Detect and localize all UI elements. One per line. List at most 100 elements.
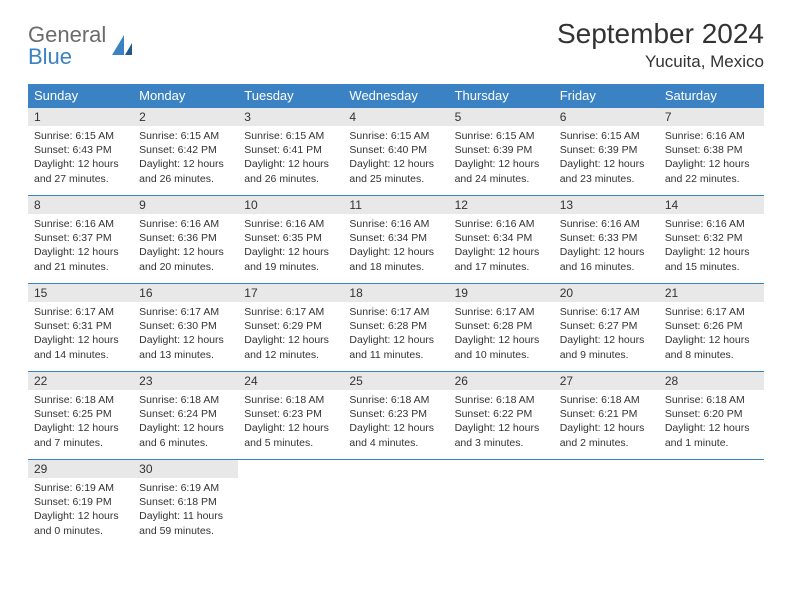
sunrise-line: Sunrise: 6:18 AM	[244, 393, 337, 407]
sunrise-line: Sunrise: 6:18 AM	[560, 393, 653, 407]
daylight-line: Daylight: 12 hours and 22 minutes.	[665, 157, 758, 185]
day-number: 1	[28, 108, 133, 126]
calendar-cell	[238, 460, 343, 548]
calendar-cell	[554, 460, 659, 548]
day-details: Sunrise: 6:17 AMSunset: 6:28 PMDaylight:…	[449, 302, 554, 366]
calendar-cell: 10Sunrise: 6:16 AMSunset: 6:35 PMDayligh…	[238, 196, 343, 284]
daylight-line: Daylight: 12 hours and 4 minutes.	[349, 421, 442, 449]
sunset-line: Sunset: 6:38 PM	[665, 143, 758, 157]
day-details: Sunrise: 6:16 AMSunset: 6:36 PMDaylight:…	[133, 214, 238, 278]
calendar-row: 29Sunrise: 6:19 AMSunset: 6:19 PMDayligh…	[28, 460, 764, 548]
sunset-line: Sunset: 6:18 PM	[139, 495, 232, 509]
calendar-cell: 24Sunrise: 6:18 AMSunset: 6:23 PMDayligh…	[238, 372, 343, 460]
day-details: Sunrise: 6:18 AMSunset: 6:23 PMDaylight:…	[238, 390, 343, 454]
day-number: 16	[133, 284, 238, 302]
daylight-line: Daylight: 12 hours and 11 minutes.	[349, 333, 442, 361]
daylight-line: Daylight: 12 hours and 21 minutes.	[34, 245, 127, 273]
sunrise-line: Sunrise: 6:15 AM	[349, 129, 442, 143]
day-number: 11	[343, 196, 448, 214]
calendar-row: 1Sunrise: 6:15 AMSunset: 6:43 PMDaylight…	[28, 108, 764, 196]
calendar-cell: 9Sunrise: 6:16 AMSunset: 6:36 PMDaylight…	[133, 196, 238, 284]
day-details: Sunrise: 6:18 AMSunset: 6:20 PMDaylight:…	[659, 390, 764, 454]
calendar-cell: 16Sunrise: 6:17 AMSunset: 6:30 PMDayligh…	[133, 284, 238, 372]
calendar-cell: 18Sunrise: 6:17 AMSunset: 6:28 PMDayligh…	[343, 284, 448, 372]
sunset-line: Sunset: 6:23 PM	[349, 407, 442, 421]
day-details: Sunrise: 6:16 AMSunset: 6:34 PMDaylight:…	[343, 214, 448, 278]
sunset-line: Sunset: 6:28 PM	[455, 319, 548, 333]
daylight-line: Daylight: 12 hours and 26 minutes.	[139, 157, 232, 185]
calendar-cell: 3Sunrise: 6:15 AMSunset: 6:41 PMDaylight…	[238, 108, 343, 196]
daylight-line: Daylight: 12 hours and 27 minutes.	[34, 157, 127, 185]
sunrise-line: Sunrise: 6:18 AM	[34, 393, 127, 407]
sunset-line: Sunset: 6:26 PM	[665, 319, 758, 333]
day-details: Sunrise: 6:18 AMSunset: 6:22 PMDaylight:…	[449, 390, 554, 454]
weekday-header: Tuesday	[238, 84, 343, 108]
sunrise-line: Sunrise: 6:15 AM	[455, 129, 548, 143]
daylight-line: Daylight: 12 hours and 13 minutes.	[139, 333, 232, 361]
daylight-line: Daylight: 12 hours and 26 minutes.	[244, 157, 337, 185]
calendar-cell: 2Sunrise: 6:15 AMSunset: 6:42 PMDaylight…	[133, 108, 238, 196]
sunset-line: Sunset: 6:40 PM	[349, 143, 442, 157]
sunset-line: Sunset: 6:25 PM	[34, 407, 127, 421]
sunrise-line: Sunrise: 6:17 AM	[244, 305, 337, 319]
sunset-line: Sunset: 6:41 PM	[244, 143, 337, 157]
day-details: Sunrise: 6:15 AMSunset: 6:39 PMDaylight:…	[554, 126, 659, 190]
sunset-line: Sunset: 6:27 PM	[560, 319, 653, 333]
day-details: Sunrise: 6:19 AMSunset: 6:19 PMDaylight:…	[28, 478, 133, 542]
calendar-cell: 19Sunrise: 6:17 AMSunset: 6:28 PMDayligh…	[449, 284, 554, 372]
daylight-line: Daylight: 12 hours and 8 minutes.	[665, 333, 758, 361]
sunset-line: Sunset: 6:29 PM	[244, 319, 337, 333]
location-label: Yucuita, Mexico	[557, 52, 764, 72]
sunrise-line: Sunrise: 6:18 AM	[665, 393, 758, 407]
sunrise-line: Sunrise: 6:15 AM	[560, 129, 653, 143]
header: General Blue September 2024 Yucuita, Mex…	[28, 18, 764, 72]
day-details: Sunrise: 6:15 AMSunset: 6:41 PMDaylight:…	[238, 126, 343, 190]
sunrise-line: Sunrise: 6:17 AM	[139, 305, 232, 319]
sunrise-line: Sunrise: 6:16 AM	[665, 217, 758, 231]
sunrise-line: Sunrise: 6:15 AM	[34, 129, 127, 143]
calendar-cell: 28Sunrise: 6:18 AMSunset: 6:20 PMDayligh…	[659, 372, 764, 460]
daylight-line: Daylight: 12 hours and 10 minutes.	[455, 333, 548, 361]
calendar-cell: 23Sunrise: 6:18 AMSunset: 6:24 PMDayligh…	[133, 372, 238, 460]
daylight-line: Daylight: 12 hours and 3 minutes.	[455, 421, 548, 449]
day-number: 12	[449, 196, 554, 214]
sail-icon	[110, 33, 136, 59]
daylight-line: Daylight: 12 hours and 18 minutes.	[349, 245, 442, 273]
calendar-cell: 26Sunrise: 6:18 AMSunset: 6:22 PMDayligh…	[449, 372, 554, 460]
daylight-line: Daylight: 12 hours and 6 minutes.	[139, 421, 232, 449]
day-number: 30	[133, 460, 238, 478]
day-details: Sunrise: 6:18 AMSunset: 6:21 PMDaylight:…	[554, 390, 659, 454]
day-number: 24	[238, 372, 343, 390]
day-number: 8	[28, 196, 133, 214]
day-number: 26	[449, 372, 554, 390]
sunrise-line: Sunrise: 6:18 AM	[349, 393, 442, 407]
daylight-line: Daylight: 12 hours and 9 minutes.	[560, 333, 653, 361]
day-number: 17	[238, 284, 343, 302]
calendar-cell: 21Sunrise: 6:17 AMSunset: 6:26 PMDayligh…	[659, 284, 764, 372]
day-details: Sunrise: 6:15 AMSunset: 6:40 PMDaylight:…	[343, 126, 448, 190]
calendar-cell	[659, 460, 764, 548]
day-number: 14	[659, 196, 764, 214]
day-number: 6	[554, 108, 659, 126]
calendar-cell: 20Sunrise: 6:17 AMSunset: 6:27 PMDayligh…	[554, 284, 659, 372]
calendar-cell: 8Sunrise: 6:16 AMSunset: 6:37 PMDaylight…	[28, 196, 133, 284]
calendar-cell: 5Sunrise: 6:15 AMSunset: 6:39 PMDaylight…	[449, 108, 554, 196]
calendar-cell: 6Sunrise: 6:15 AMSunset: 6:39 PMDaylight…	[554, 108, 659, 196]
day-number: 28	[659, 372, 764, 390]
calendar-cell: 12Sunrise: 6:16 AMSunset: 6:34 PMDayligh…	[449, 196, 554, 284]
daylight-line: Daylight: 12 hours and 20 minutes.	[139, 245, 232, 273]
daylight-line: Daylight: 12 hours and 25 minutes.	[349, 157, 442, 185]
daylight-line: Daylight: 12 hours and 7 minutes.	[34, 421, 127, 449]
day-number: 4	[343, 108, 448, 126]
day-details: Sunrise: 6:15 AMSunset: 6:39 PMDaylight:…	[449, 126, 554, 190]
calendar-table: SundayMondayTuesdayWednesdayThursdayFrid…	[28, 84, 764, 548]
sunset-line: Sunset: 6:37 PM	[34, 231, 127, 245]
calendar-cell	[343, 460, 448, 548]
weekday-header: Friday	[554, 84, 659, 108]
brand-name-2: Blue	[28, 46, 106, 68]
daylight-line: Daylight: 12 hours and 0 minutes.	[34, 509, 127, 537]
day-number: 29	[28, 460, 133, 478]
sunset-line: Sunset: 6:42 PM	[139, 143, 232, 157]
sunset-line: Sunset: 6:24 PM	[139, 407, 232, 421]
day-details: Sunrise: 6:18 AMSunset: 6:25 PMDaylight:…	[28, 390, 133, 454]
